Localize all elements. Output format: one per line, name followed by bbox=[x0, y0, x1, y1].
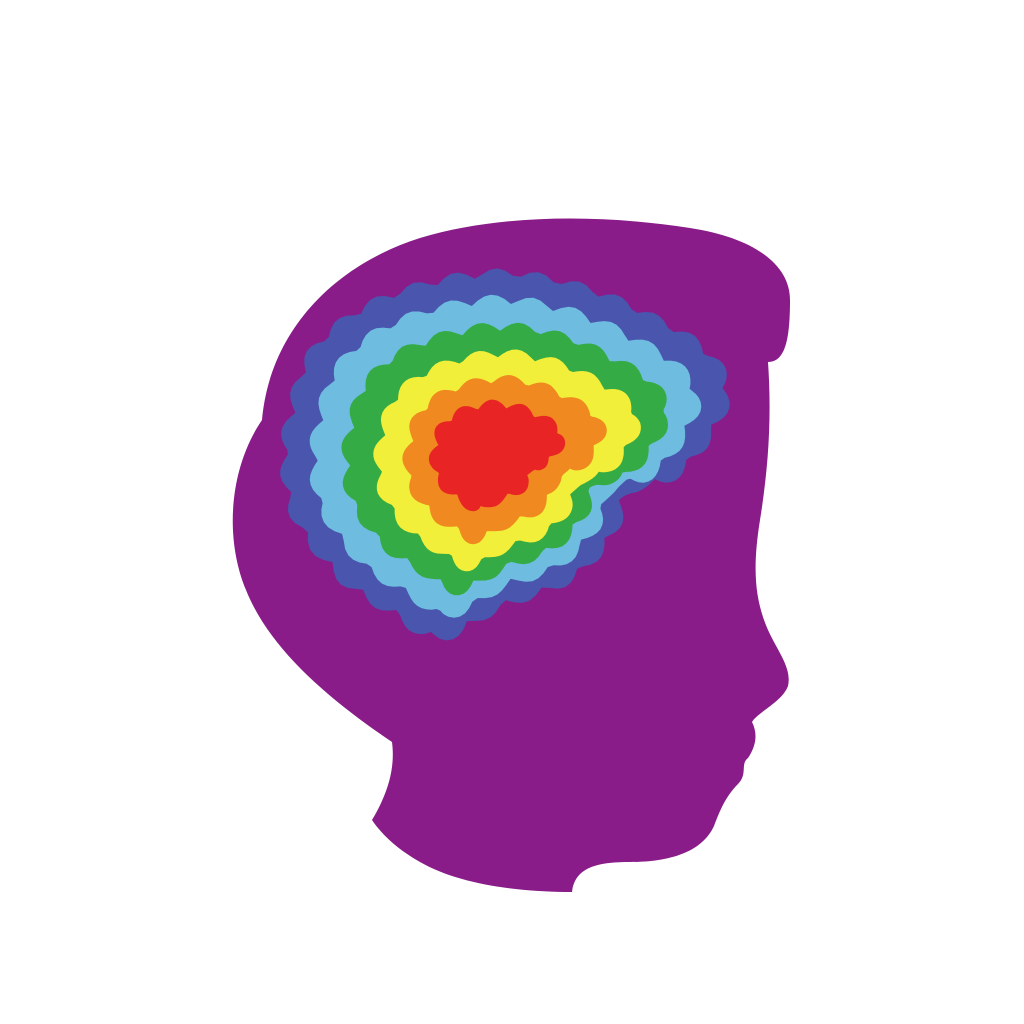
rainbow-brain bbox=[280, 268, 730, 641]
brain-ring-red bbox=[428, 399, 566, 512]
